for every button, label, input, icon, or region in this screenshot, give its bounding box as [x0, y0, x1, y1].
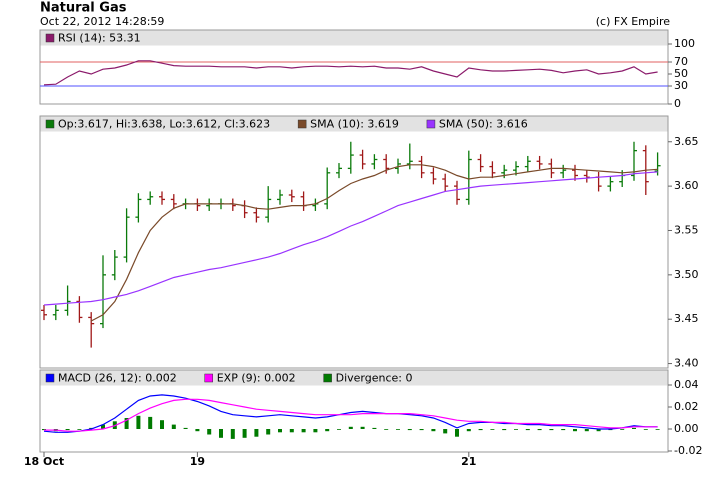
y-tick-label: 3.65: [674, 135, 699, 148]
divergence-bar: [148, 416, 153, 429]
legend-swatch: [204, 373, 213, 383]
y-tick-label: 0.00: [674, 422, 699, 435]
y-tick-label: 0.04: [674, 378, 699, 391]
divergence-bar: [77, 429, 82, 430]
y-tick-label: 0.02: [674, 400, 699, 413]
divergence-bar: [502, 429, 507, 431]
divergence-bar: [136, 415, 141, 429]
divergence-bar: [325, 429, 330, 432]
divergence-bar: [490, 429, 495, 430]
divergence-bar: [643, 429, 648, 430]
divergence-bar: [632, 427, 636, 429]
divergence-bar: [584, 429, 589, 432]
legend-band: [40, 116, 668, 132]
divergence-bar: [549, 429, 554, 431]
divergence-bar: [573, 429, 577, 432]
divergence-bar: [171, 424, 176, 429]
legend-label: EXP (9): 0.002: [217, 372, 296, 385]
divergence-bar: [620, 429, 625, 430]
y-tick-label: 70: [674, 55, 688, 68]
y-tick-label: 100: [674, 37, 695, 50]
legend-label: MACD (26, 12): 0.002: [58, 372, 177, 385]
divergence-bar: [514, 429, 518, 430]
divergence-bar: [384, 429, 389, 430]
series-line: [44, 398, 658, 432]
divergence-bar: [455, 429, 459, 437]
divergence-bar: [195, 429, 200, 432]
divergence-bar: [266, 429, 271, 435]
divergence-bar: [596, 429, 601, 432]
y-tick-label: 3.60: [674, 179, 699, 192]
legend-label: SMA (50): 3.616: [439, 118, 528, 131]
divergence-bar: [301, 429, 306, 433]
x-tick-label: 18 Oct: [24, 455, 64, 468]
series-line: [43, 60, 658, 86]
series-line: [90, 164, 658, 322]
legend-swatch: [297, 119, 307, 129]
legend-band: [40, 370, 668, 386]
legend-swatch: [45, 119, 55, 129]
y-tick-label: 0: [674, 97, 681, 110]
timestamp: Oct 22, 2012 14:28:59: [40, 15, 164, 28]
legend-label: Divergence: 0: [336, 372, 413, 385]
legend-label: Op:3.617, Hi:3.638, Lo:3.612, Cl:3.623: [58, 118, 270, 131]
legend-label: SMA (10): 3.619: [310, 118, 399, 131]
legend-label: RSI (14): 53.31: [58, 32, 141, 45]
legend-band: [40, 30, 668, 46]
series-line: [43, 394, 658, 433]
divergence-bar: [443, 429, 448, 434]
divergence-bar: [219, 429, 223, 438]
divergence-bar: [160, 420, 164, 429]
divergence-bar: [396, 429, 400, 430]
divergence-bar: [183, 427, 188, 429]
panel: [39, 115, 669, 369]
y-tick-label: 30: [674, 79, 688, 92]
divergence-bar: [242, 429, 247, 438]
divergence-bar: [254, 429, 259, 437]
divergence-bar: [289, 429, 294, 433]
divergence-bar: [124, 418, 129, 429]
credit: (c) FX Empire: [596, 15, 670, 28]
legend-swatch: [426, 119, 436, 129]
y-tick-label: -0.02: [674, 444, 702, 457]
y-tick-label: 3.45: [674, 312, 699, 325]
divergence-bar: [372, 427, 377, 429]
y-tick-label: 3.40: [674, 357, 699, 370]
divergence-bar: [419, 429, 424, 431]
divergence-bar: [407, 429, 412, 431]
divergence-bar: [525, 429, 530, 431]
divergence-bar: [313, 429, 318, 433]
divergence-bar: [561, 429, 566, 431]
divergence-bar: [537, 429, 542, 431]
x-tick-label: 21: [461, 455, 476, 468]
chart-title: Natural Gas: [40, 1, 127, 16]
y-tick-label: 3.55: [674, 223, 699, 236]
divergence-bar: [348, 426, 353, 429]
divergence-bar: [655, 429, 660, 430]
legend-swatch: [323, 373, 332, 383]
divergence-bar: [337, 429, 341, 430]
divergence-bar: [466, 429, 471, 432]
divergence-bar: [65, 429, 70, 431]
legend-swatch: [45, 373, 55, 383]
divergence-bar: [101, 424, 105, 429]
divergence-bar: [278, 429, 282, 433]
x-tick-label: 19: [190, 455, 205, 468]
y-tick-label: 3.50: [674, 268, 699, 281]
legend-swatch: [45, 33, 55, 43]
divergence-bar: [478, 429, 483, 431]
series-line: [43, 171, 658, 306]
divergence-bar: [431, 429, 436, 432]
divergence-bar: [207, 429, 212, 435]
divergence-bar: [230, 429, 235, 439]
divergence-bar: [360, 426, 365, 429]
y-tick-label: 50: [674, 67, 688, 80]
